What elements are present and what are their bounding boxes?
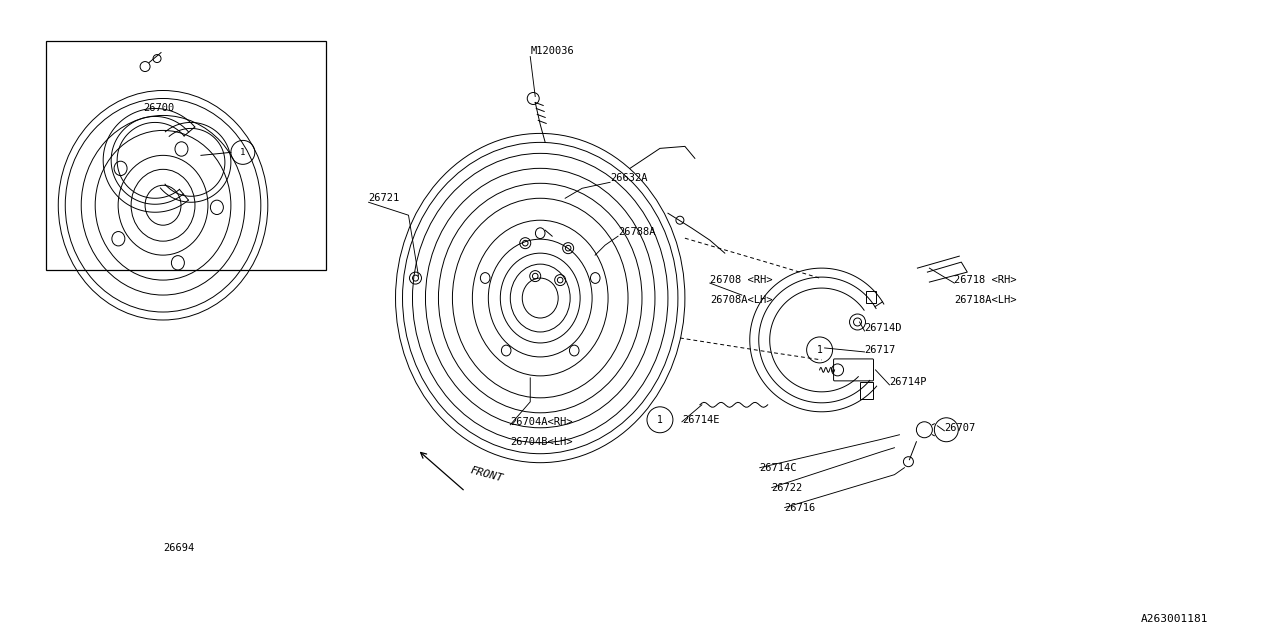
Text: 26707: 26707 [945, 423, 975, 433]
Text: 26714E: 26714E [682, 415, 719, 425]
Text: M120036: M120036 [530, 45, 573, 56]
Text: 1: 1 [657, 415, 663, 425]
Text: 1: 1 [241, 148, 246, 157]
Text: 26694: 26694 [163, 543, 195, 552]
Text: 26718A<LH>: 26718A<LH> [955, 295, 1016, 305]
Text: 26704A<RH>: 26704A<RH> [511, 417, 572, 427]
Text: 26722: 26722 [772, 483, 803, 493]
Text: 26700: 26700 [143, 104, 174, 113]
Text: 26704B<LH>: 26704B<LH> [511, 436, 572, 447]
Text: 26714P: 26714P [890, 377, 927, 387]
Text: 26788A: 26788A [618, 227, 655, 237]
Text: 26718 <RH>: 26718 <RH> [955, 275, 1016, 285]
Text: FRONT: FRONT [470, 465, 504, 484]
Text: 26708A<LH>: 26708A<LH> [710, 295, 772, 305]
Text: 26721: 26721 [369, 193, 399, 204]
Text: 1: 1 [817, 345, 823, 355]
Text: 26708 <RH>: 26708 <RH> [710, 275, 772, 285]
Text: 26716: 26716 [785, 502, 815, 513]
Text: A263001181: A263001181 [1140, 614, 1208, 625]
Text: 26632A: 26632A [611, 173, 648, 183]
Text: 26714D: 26714D [864, 323, 902, 333]
Bar [46, 40, 325, 270]
Text: 26714C: 26714C [760, 463, 797, 473]
Text: 26717: 26717 [864, 345, 896, 355]
